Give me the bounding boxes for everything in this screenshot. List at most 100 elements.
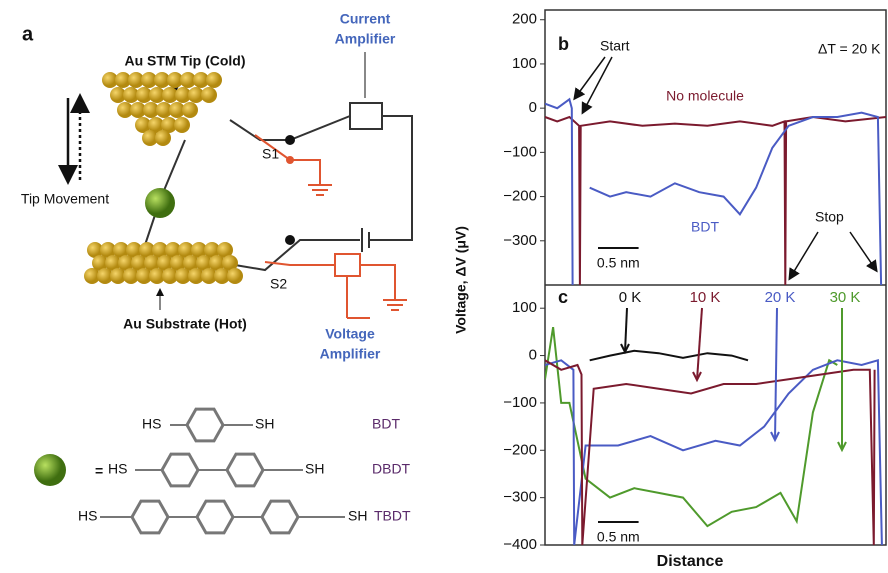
arrow <box>774 307 778 441</box>
mol-name: TBDT <box>374 508 411 524</box>
wire <box>229 115 413 272</box>
gold-atom <box>155 130 171 146</box>
gold-atom <box>188 87 204 103</box>
gold-atom <box>131 255 147 271</box>
gold-atom <box>178 242 194 258</box>
benzene-ring <box>160 452 200 488</box>
legend-label: 0 K <box>619 289 642 306</box>
legend-label: 30 K <box>830 289 861 306</box>
series-group <box>545 97 886 285</box>
x-axis-label: Distance <box>657 553 724 570</box>
y-tick-label: 200 <box>512 11 537 28</box>
ground <box>264 261 407 311</box>
gold-atom <box>117 102 133 118</box>
mol-end: HS <box>78 508 97 524</box>
gold-atom <box>175 87 191 103</box>
gold-atom <box>143 102 159 118</box>
annotation: Stop <box>815 209 844 225</box>
gold-atom <box>97 268 113 284</box>
gold-atom <box>123 268 139 284</box>
gold-atom <box>161 117 177 133</box>
legend-label: 10 K <box>690 289 721 306</box>
gold-atom <box>135 117 151 133</box>
gold-atom <box>123 87 139 103</box>
switch <box>286 156 294 164</box>
gold-atom <box>170 255 186 271</box>
arrow <box>624 307 628 353</box>
y-tick-label: −200 <box>503 441 537 458</box>
y-tick-label: 100 <box>512 55 537 72</box>
gold-atom <box>144 255 160 271</box>
y-axis-label: Voltage, ΔV (μV) <box>453 226 469 334</box>
gold-atom <box>139 242 155 258</box>
gold-atom <box>152 242 168 258</box>
gold-atom <box>165 242 181 258</box>
gold-atom <box>174 117 190 133</box>
gold-atom <box>214 268 230 284</box>
gold-atom <box>110 87 126 103</box>
gold-atom <box>209 255 225 271</box>
gold-atom <box>136 87 152 103</box>
gold-atom <box>157 255 173 271</box>
amplifier-box <box>334 253 361 277</box>
mol-name: DBDT <box>372 461 411 477</box>
data-line <box>545 358 883 545</box>
amplifier-box <box>349 102 383 130</box>
legend-label: 20 K <box>765 289 796 306</box>
gold-atom <box>227 268 243 284</box>
gold-atom <box>113 242 129 258</box>
series-group <box>545 326 883 545</box>
arrow-head <box>770 431 780 443</box>
panel-label: c <box>558 287 568 307</box>
annotation: ΔT = 20 K <box>818 41 881 57</box>
y-tick-label: 0 <box>529 347 537 364</box>
ground <box>254 134 332 196</box>
panel-label: b <box>558 34 569 54</box>
arrow <box>696 307 703 381</box>
arrow-head <box>692 371 702 383</box>
mol-end: SH <box>305 461 324 477</box>
gold-atom <box>217 242 233 258</box>
tip-movement-label: Tip Movement <box>21 191 109 207</box>
benzene-ring <box>195 499 235 535</box>
mol-end: HS <box>142 416 161 432</box>
gold-atom <box>193 72 209 88</box>
arrow <box>849 231 878 273</box>
y-tick-label: −300 <box>503 232 537 249</box>
gold-atom <box>149 87 165 103</box>
scale-bar-label: 0.5 nm <box>597 255 640 271</box>
y-tick-label: −300 <box>503 489 537 506</box>
gold-atom <box>102 72 118 88</box>
series-label: BDT <box>691 219 719 235</box>
gold-atom <box>162 87 178 103</box>
gold-atom <box>148 117 164 133</box>
arrow <box>581 56 613 115</box>
mol-end: SH <box>255 416 274 432</box>
gold-atom <box>130 102 146 118</box>
switch <box>285 235 295 245</box>
gold-atom <box>136 268 152 284</box>
benzene-ring <box>185 407 225 443</box>
switch <box>285 135 295 145</box>
gold-atom <box>162 268 178 284</box>
gold-atom <box>141 72 157 88</box>
y-tick-label: 0 <box>529 99 537 116</box>
gold-atom <box>201 268 217 284</box>
arrow <box>788 231 819 281</box>
amp-label: Amplifier <box>320 346 381 362</box>
gold-atom <box>118 255 134 271</box>
switch-label: S2 <box>270 276 287 292</box>
gold-atom <box>142 130 158 146</box>
gold-atom <box>149 268 165 284</box>
scale-bar-label: 0.5 nm <box>597 529 640 545</box>
data-line <box>545 97 883 285</box>
gold-atom <box>222 255 238 271</box>
gold-atom <box>180 72 196 88</box>
gold-atom <box>204 242 220 258</box>
gold-atom <box>105 255 121 271</box>
gold-atom <box>196 255 212 271</box>
benzene-ring <box>260 499 300 535</box>
schematic: a Au STM Tip (Cold) Current Amplifier S1… <box>21 11 413 535</box>
data-line <box>545 115 886 285</box>
plot-frame <box>544 9 887 546</box>
